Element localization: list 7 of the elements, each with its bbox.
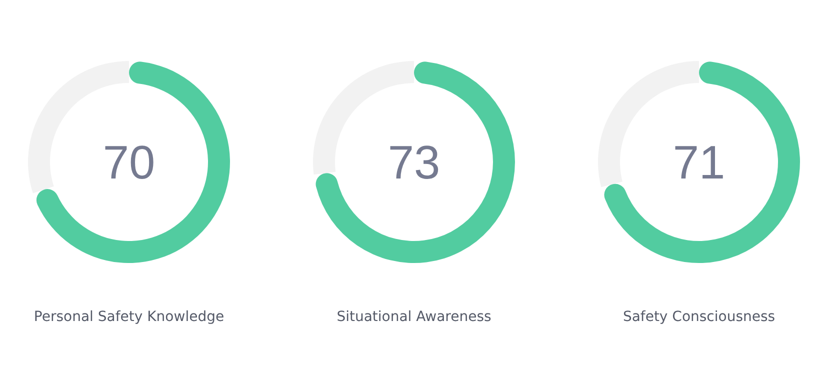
text: 71	[672, 136, 726, 188]
donut-slice	[316, 62, 515, 263]
text: Situational Awareness	[336, 309, 492, 325]
text: Safety Consciousness	[622, 309, 776, 325]
text: 73	[388, 136, 440, 188]
text: Personal Safety Knowledge	[34, 309, 224, 325]
text: 70	[102, 136, 156, 188]
